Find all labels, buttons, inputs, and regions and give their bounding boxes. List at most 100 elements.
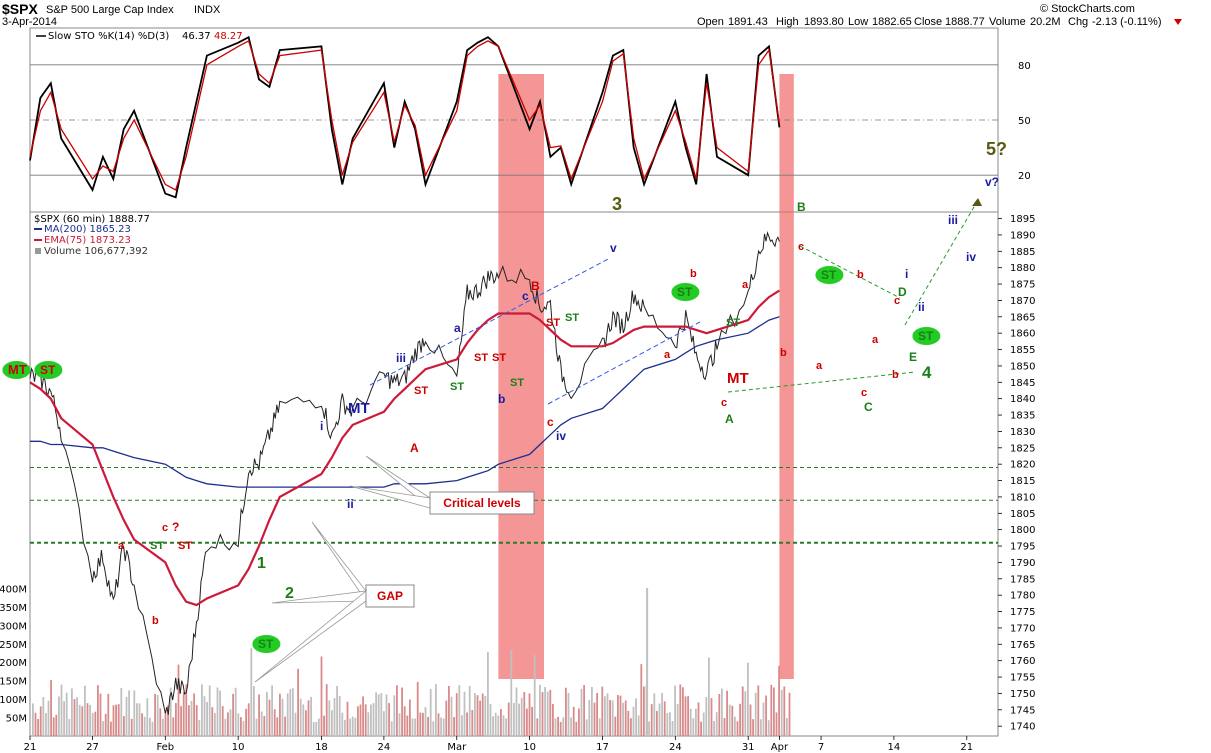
volume-tick-350M: 350M bbox=[0, 603, 27, 614]
wave-label-49: 4 bbox=[922, 363, 932, 382]
volume-bar bbox=[700, 721, 702, 736]
volume-bar bbox=[336, 685, 338, 736]
wave-label-46: C bbox=[864, 400, 873, 414]
wave-label-20: ST bbox=[492, 352, 506, 364]
volume-bar bbox=[679, 684, 682, 736]
wave-label-40: c bbox=[798, 241, 804, 253]
wave-label-44: b bbox=[857, 269, 864, 281]
volume-bar bbox=[471, 710, 474, 736]
x-tick-Mar-6: Mar bbox=[447, 742, 467, 753]
volume-bar bbox=[767, 720, 770, 736]
x-tick-31-10: 31 bbox=[742, 742, 755, 753]
price-tick-1820: 1820 bbox=[1010, 460, 1035, 471]
volume-bar bbox=[383, 711, 385, 736]
down-arrow-icon bbox=[1174, 19, 1182, 25]
x-tick-14-13: 14 bbox=[888, 742, 901, 753]
close-value: 1888.77 bbox=[945, 16, 985, 28]
wave-label-10: ST bbox=[258, 637, 274, 651]
sto-legend-k: 46.37 bbox=[182, 31, 211, 42]
volume-bar bbox=[45, 713, 47, 736]
callout-gap: GAP bbox=[254, 521, 415, 683]
volume-bar bbox=[585, 719, 588, 736]
volume-bar bbox=[123, 716, 125, 736]
callout-gap-pointer-0 bbox=[311, 521, 367, 603]
volume-bar bbox=[429, 688, 432, 736]
price-legend: $SPX (60 min) 1888.77 MA(200) 1865.23 EM… bbox=[34, 214, 150, 257]
volume-bar bbox=[237, 713, 240, 736]
volume-bar bbox=[201, 684, 203, 736]
volume-bar bbox=[656, 710, 658, 736]
volume-bar bbox=[315, 721, 318, 736]
volume-bar bbox=[674, 685, 676, 736]
volume-bar bbox=[271, 685, 273, 736]
wave-label-42: b bbox=[780, 347, 787, 359]
volume-bar bbox=[481, 693, 484, 736]
volume-bar bbox=[663, 701, 666, 736]
price-tick-1890: 1890 bbox=[1010, 230, 1035, 241]
wave-label-18: a bbox=[454, 321, 461, 335]
volume-bar bbox=[734, 716, 736, 736]
volume-bar bbox=[302, 704, 305, 736]
volume-bar bbox=[507, 702, 510, 736]
volume-bar bbox=[125, 696, 128, 736]
watermark: © StockCharts.com bbox=[1040, 3, 1135, 15]
volume-bar bbox=[749, 704, 752, 736]
price-tick-1810: 1810 bbox=[1010, 492, 1035, 503]
volume-bar bbox=[104, 713, 107, 736]
chart-date: 3-Apr-2014 bbox=[2, 16, 57, 28]
volume-bar bbox=[276, 717, 279, 736]
volume-bar bbox=[653, 693, 656, 736]
volume-bar bbox=[55, 714, 58, 736]
sto-line-k bbox=[29, 35, 781, 199]
volume-bar bbox=[234, 687, 237, 736]
volume-bar bbox=[606, 693, 609, 736]
volume-bar bbox=[494, 712, 497, 736]
volume-bar bbox=[39, 706, 42, 736]
volume-bar bbox=[526, 708, 528, 736]
volume-bar bbox=[715, 712, 718, 736]
x-tick-24-9: 24 bbox=[669, 742, 682, 753]
volume-bar bbox=[741, 686, 744, 736]
sto-legend-name: Slow STO %K(14) %D(3) bbox=[48, 31, 169, 42]
volume-bar bbox=[424, 706, 427, 736]
price-tick-1805: 1805 bbox=[1010, 509, 1035, 520]
ohlc-row: Open 1891.43 High 1893.80 Low 1882.65 Cl… bbox=[697, 16, 1182, 28]
volume-bar bbox=[731, 705, 734, 736]
wave-label-36: ST bbox=[726, 317, 740, 329]
volume-bar bbox=[450, 696, 453, 736]
volume-bar bbox=[364, 704, 367, 736]
target-arrow-icon bbox=[972, 198, 982, 206]
volume-bar bbox=[294, 712, 297, 736]
price-tick-1845: 1845 bbox=[1010, 378, 1035, 389]
volume-bar bbox=[684, 696, 687, 736]
x-tick-10-7: 10 bbox=[523, 742, 536, 753]
volume-bar bbox=[661, 692, 663, 736]
price-tick-1855: 1855 bbox=[1010, 345, 1035, 356]
wave-label-24: B bbox=[531, 279, 540, 293]
volume-bar bbox=[89, 704, 91, 736]
wave-marker-ellipse bbox=[912, 327, 941, 345]
volume-bar bbox=[120, 687, 123, 736]
volume-bar bbox=[154, 693, 156, 736]
x-tick-10-3: 10 bbox=[232, 742, 245, 753]
wave-label-34: MT bbox=[727, 370, 749, 387]
volume-bar bbox=[580, 688, 583, 736]
price-tick-1835: 1835 bbox=[1010, 411, 1035, 422]
volume-bar bbox=[754, 692, 757, 736]
volume-bar bbox=[214, 713, 216, 736]
callout-critical-levels-pointer-1 bbox=[349, 485, 431, 509]
price-tick-1860: 1860 bbox=[1010, 329, 1035, 340]
volume-bar bbox=[744, 691, 747, 736]
volume-bar bbox=[58, 696, 60, 736]
volume-bar bbox=[619, 695, 622, 736]
volume-bar bbox=[94, 711, 97, 736]
volume-bar bbox=[284, 716, 286, 736]
volume-bar bbox=[676, 703, 679, 736]
volume-bar bbox=[588, 699, 591, 736]
wave-label-3: b bbox=[152, 615, 159, 627]
volume-bar bbox=[377, 694, 380, 736]
volume-bar bbox=[357, 706, 359, 736]
volume-bar bbox=[354, 717, 357, 736]
volume-bar bbox=[341, 712, 344, 736]
callout-critical-levels-label: Critical levels bbox=[443, 496, 521, 510]
